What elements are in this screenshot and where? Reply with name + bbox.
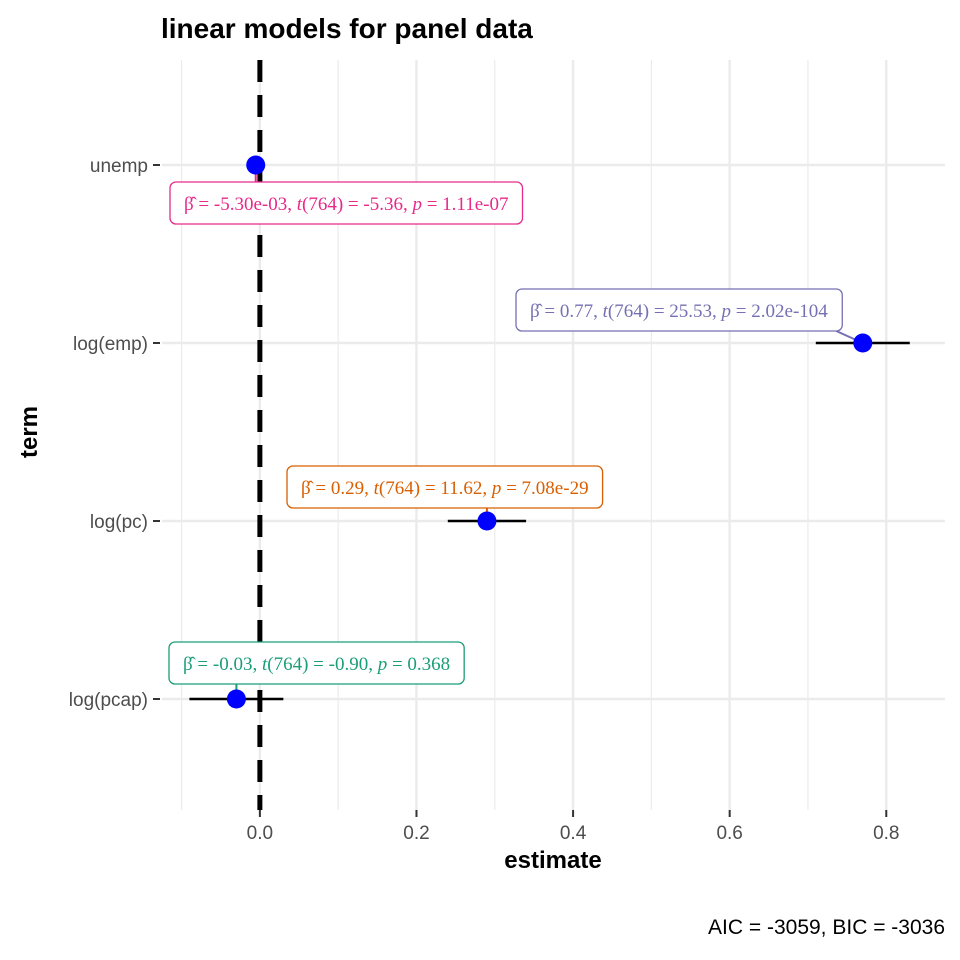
x-axis-title: estimate <box>504 847 601 874</box>
term-label-text: β̂ = -0.03, t(764) = -0.90, p = 0.368 <box>183 654 450 675</box>
y-tick-label: unemp <box>90 156 148 177</box>
point-estimate <box>853 333 873 353</box>
term-label: β̂ = 0.29, t(764) = 11.62, p = 7.08e-29 <box>286 465 604 509</box>
x-tick-label: 0.4 <box>560 823 587 844</box>
term-label: β̂ = -0.03, t(764) = -0.90, p = 0.368 <box>168 641 465 685</box>
term-label-text: β̂ = -5.30e-03, t(764) = -5.36, p = 1.11… <box>184 194 509 215</box>
grid <box>162 60 945 810</box>
x-tick-label: 0.6 <box>716 823 742 844</box>
point-estimate <box>226 689 246 709</box>
x-tick-label: 0.8 <box>873 823 899 844</box>
term-label-box <box>286 465 604 509</box>
term-label-text: β̂ = 0.77, t(764) = 25.53, p = 2.02e-104 <box>530 301 828 322</box>
term-label: β̂ = -5.30e-03, t(764) = -5.36, p = 1.11… <box>169 181 524 225</box>
label-layer: β̂ = -5.30e-03, t(764) = -5.36, p = 1.11… <box>168 181 843 685</box>
term-label: β̂ = 0.77, t(764) = 25.53, p = 2.02e-104 <box>515 288 843 332</box>
term-label-box <box>515 288 843 332</box>
term-label-box <box>168 641 465 685</box>
term-label-box <box>169 181 524 225</box>
y-tick-label: log(pcap) <box>69 690 148 711</box>
data-layer <box>189 155 910 709</box>
y-axis-title: term <box>16 406 43 458</box>
x-tick-label: 0.2 <box>403 823 429 844</box>
axes: 0.0 0.2 0.4 0.6 0.8 unemp log(emp) log(pc) log(p… <box>69 156 900 844</box>
y-tick-label: log(emp) <box>73 334 148 355</box>
chart-title: linear models for panel data <box>161 13 533 44</box>
x-tick-label: 0.0 <box>247 823 273 844</box>
point-estimate <box>477 511 497 531</box>
caption: AIC = -3059, BIC = -3036 <box>708 916 945 939</box>
point-estimate <box>246 155 266 175</box>
term-label-text: β̂ = 0.29, t(764) = 11.62, p = 7.08e-29 <box>301 478 589 499</box>
y-tick-label: log(pc) <box>90 512 148 533</box>
